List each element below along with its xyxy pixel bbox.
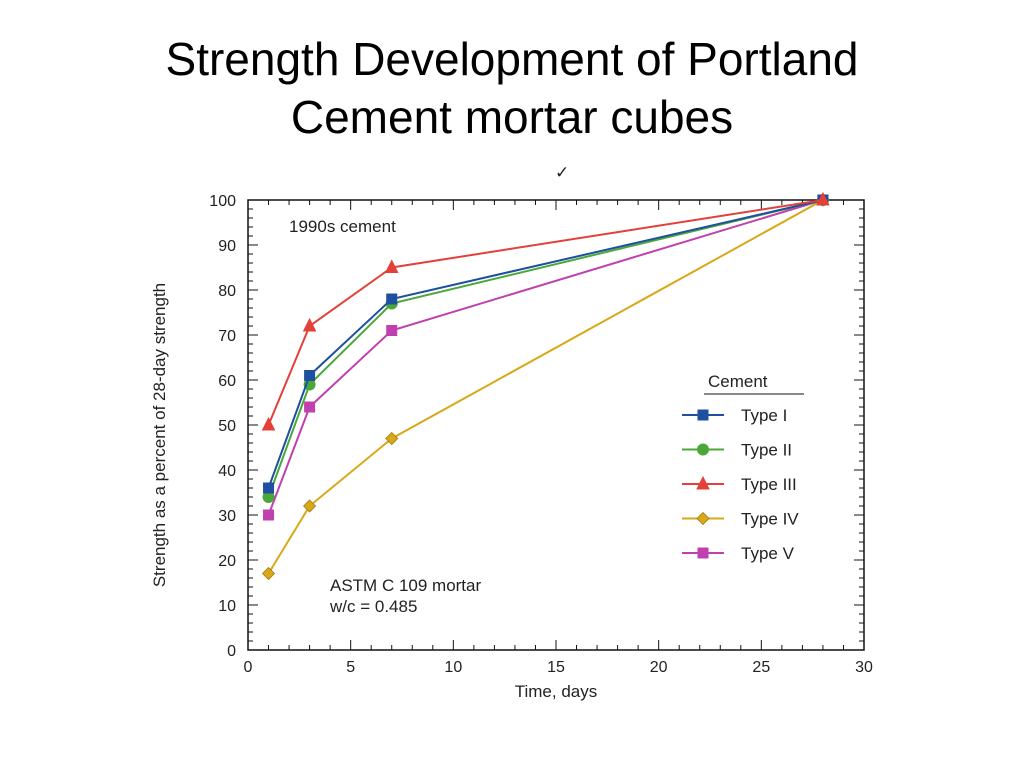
x-tick-label: 0 [244,659,253,676]
data-point-type-iii [816,191,830,206]
data-point-type-iii [302,317,317,332]
data-point-type-i [304,370,316,381]
slide-title-line-1: Strength Development of Portland [165,33,859,85]
y-tick-label: 20 [218,553,236,570]
legend-label-type-ii: Type II [741,441,792,460]
x-tick-label: 10 [444,659,462,676]
legend-marker-type-ii [697,443,709,456]
series-lines [261,191,830,581]
x-tick-label: 25 [752,659,770,676]
legend-label-type-iii: Type III [741,475,797,494]
data-point-type-i [386,293,398,305]
annotation-1990s-cement: 1990s cement [289,217,396,236]
tick-labels: 0 5 10 15 20 25 30 0 10 20 30 40 50 60 70 80 90 100 [209,193,873,676]
y-axis-label: Strength as a percent of 28-day strength [150,283,169,587]
legend-marker-type-iii [696,475,710,490]
series-line-type-ii [267,199,824,498]
legend-label-type-v: Type V [741,544,795,563]
annotation-wc-ratio: w/c = 0.485 [329,597,417,616]
legend-marker-type-v [697,547,709,559]
data-point-type-iii [261,416,276,431]
series-line-type-iv [267,199,824,575]
data-point-type-v [304,401,316,413]
series-line-type-iii [267,199,824,426]
legend-label-type-iv: Type IV [741,510,799,529]
annotation-astm: ASTM C 109 mortar [330,576,481,595]
y-tick-label: 70 [218,328,236,345]
y-tick-label: 0 [227,643,236,660]
y-tick-label: 50 [218,418,236,435]
slide-title: Strength Development of Portland Cement … [0,30,1024,146]
y-tick-label: 30 [218,508,236,525]
x-tick-label: 15 [547,659,565,676]
legend-title: Cement [708,372,768,391]
axes [247,199,865,651]
data-point-type-i [263,482,275,494]
legend: Cement Type I Type II Type III Type IV Type … [682,372,804,563]
x-tick-label: 30 [855,659,873,676]
legend-marker-type-iv [696,511,710,526]
data-point-type-iv [303,499,317,513]
x-axis-label: Time, days [515,682,598,701]
y-tick-label: 80 [218,283,236,300]
y-tick-label: 100 [209,193,236,210]
series-line-type-i [267,199,824,489]
data-point-type-iii [384,259,399,273]
data-point-type-v [263,509,275,521]
scan-mark: ✓ [555,163,569,182]
slide-title-line-2: Cement mortar cubes [290,91,734,143]
series-line-type-v [267,199,824,516]
data-point-type-iv [385,431,399,446]
legend-label-type-i: Type I [741,406,787,425]
data-point-type-iv [261,566,276,581]
x-tick-label: 5 [346,659,355,676]
y-tick-label: 40 [218,463,236,480]
data-point-type-v [386,325,398,336]
x-tick-label: 20 [650,659,668,676]
y-tick-label: 60 [218,373,236,390]
legend-marker-type-i [697,409,709,421]
y-tick-label: 10 [218,598,236,615]
y-tick-label: 90 [218,238,236,255]
